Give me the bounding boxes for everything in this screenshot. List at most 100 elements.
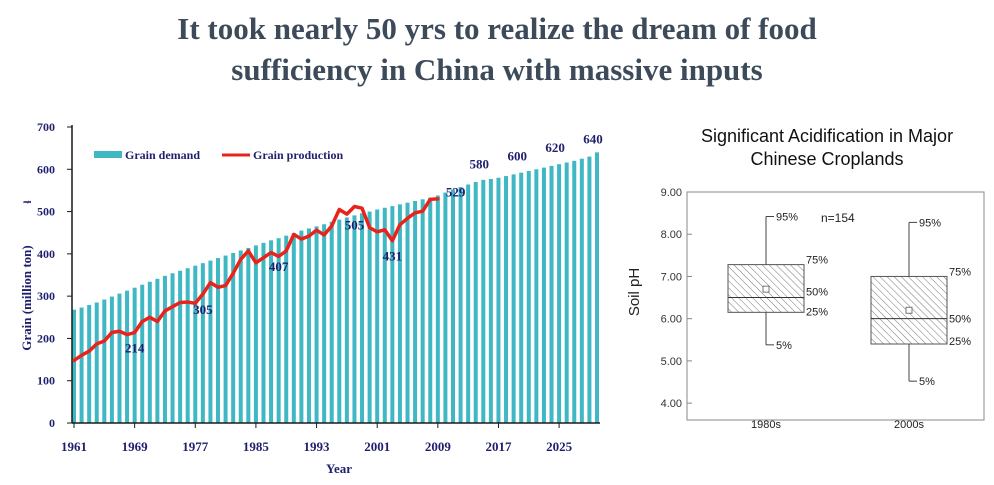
grain-production-line xyxy=(72,197,440,363)
y-tick-label: 300 xyxy=(37,289,55,303)
grain-demand-bar xyxy=(193,265,198,423)
grain-demand-bar xyxy=(488,179,493,423)
x-tick-label: 2017 xyxy=(485,439,512,454)
y-tick-label: 500 xyxy=(37,205,55,219)
grain-demand-bar xyxy=(337,219,342,423)
box-1980s: 95% 75% 50% 25% 5% xyxy=(727,211,828,352)
grain-demand-bar xyxy=(352,215,357,423)
grain-demand-bar xyxy=(102,299,107,423)
x-axis-label: Year xyxy=(326,461,352,476)
grain-chart: 0 100 200 300 400 500 600 700 1961 1969 1977 1985 19… xyxy=(19,120,603,476)
percentile-label: 50% xyxy=(806,287,828,299)
x-tick-label: 1977 xyxy=(182,439,209,454)
mean-marker xyxy=(762,285,770,293)
grain-demand-bar xyxy=(178,270,183,423)
grain-demand-bar xyxy=(269,240,274,423)
grain-demand-bar xyxy=(534,169,539,423)
grain-demand-bar xyxy=(322,224,327,423)
grain-demand-bar xyxy=(496,177,501,423)
grain-demand-bar xyxy=(246,247,251,423)
data-label: 640 xyxy=(583,131,603,146)
grain-demand-bar xyxy=(382,207,387,423)
grain-demand-bar xyxy=(397,204,402,423)
grain-demand-bar xyxy=(231,253,236,423)
grain-demand-bar xyxy=(367,211,372,423)
grain-demand-bar xyxy=(299,230,304,423)
percentile-label: 95% xyxy=(776,211,798,223)
grain-demand-bar xyxy=(329,221,334,423)
grain-demand-bar xyxy=(390,206,395,423)
x-tick-label: 1969 xyxy=(122,439,149,454)
grain-demand-bar xyxy=(291,233,296,423)
grain-demand-bar xyxy=(526,170,531,423)
legend: Grain demand Grain production xyxy=(94,148,343,162)
chart-title-line: Significant Acidification in Major xyxy=(701,126,953,146)
percentile-label: 5% xyxy=(776,340,792,352)
soil-ph-chart: Significant Acidification in Major Chines… xyxy=(626,126,985,430)
percentile-label: 75% xyxy=(806,255,828,267)
grain-demand-bar xyxy=(132,287,137,423)
grain-demand-bar xyxy=(466,184,471,423)
grain-demand-bar xyxy=(375,209,380,423)
grain-demand-bar xyxy=(261,242,266,423)
grain-demand-bar xyxy=(595,152,599,423)
grain-demand-bar xyxy=(443,192,448,423)
grain-demand-bars xyxy=(72,152,599,423)
slide-title-line-2: sufficiency in China with massive inputs xyxy=(231,52,763,87)
grain-demand-bar xyxy=(223,255,228,423)
data-label: 505 xyxy=(345,217,365,232)
grain-demand-bar xyxy=(79,307,84,423)
y-axis-label-mark: ɬ xyxy=(22,200,34,203)
x-tick-label: 2009 xyxy=(425,439,452,454)
y-tick-label: 4.00 xyxy=(661,398,682,410)
grain-demand-bar xyxy=(458,187,463,423)
y-tick-label: 6.00 xyxy=(661,314,682,326)
grain-demand-bar xyxy=(87,305,92,423)
y-tick-label: 600 xyxy=(37,162,55,176)
percentile-label: 50% xyxy=(949,314,971,326)
grain-demand-bar xyxy=(579,158,584,423)
grain-demand-bar xyxy=(450,189,455,423)
data-label: 600 xyxy=(507,148,527,163)
grain-demand-bar xyxy=(125,290,130,423)
grain-demand-bar xyxy=(413,201,418,423)
grain-demand-bar xyxy=(117,293,122,423)
grain-demand-bar xyxy=(162,275,167,423)
data-label: 407 xyxy=(269,259,289,274)
x-tick-label: 1980s xyxy=(751,419,781,430)
grain-demand-bar xyxy=(519,172,524,423)
grain-demand-bar xyxy=(428,197,433,423)
data-label: 214 xyxy=(125,341,145,356)
data-label: 529 xyxy=(446,184,466,199)
grain-demand-bar xyxy=(200,263,205,423)
grain-demand-bar xyxy=(284,235,289,423)
percentile-label: 25% xyxy=(806,306,828,318)
grain-demand-bar xyxy=(185,268,190,423)
legend-label-grain-demand: Grain demand xyxy=(125,148,200,162)
grain-demand-bar xyxy=(420,199,425,423)
y-tick-label: 400 xyxy=(37,247,55,261)
x-tick-label: 1961 xyxy=(61,439,87,454)
x-tick-label: 1993 xyxy=(304,439,331,454)
grain-demand-bar xyxy=(587,156,592,423)
grain-demand-bar xyxy=(360,213,365,423)
percentile-label: 75% xyxy=(949,266,971,278)
legend-label-grain-production: Grain production xyxy=(253,148,343,162)
x-tick-label: 1985 xyxy=(243,439,270,454)
grain-demand-bar xyxy=(155,278,160,423)
grain-demand-bar xyxy=(549,165,554,423)
data-label: 431 xyxy=(383,249,403,264)
grain-demand-bar xyxy=(473,181,478,423)
grain-demand-bar xyxy=(238,250,243,423)
grain-demand-bar xyxy=(253,245,258,423)
grain-demand-bar xyxy=(140,284,145,423)
y-tick-label: 7.00 xyxy=(661,271,682,283)
slide-title-line-1: It took nearly 50 yrs to realize the dre… xyxy=(177,11,817,46)
grain-demand-bar xyxy=(216,258,221,423)
x-tick-label: 2001 xyxy=(364,439,390,454)
grain-demand-bar xyxy=(511,174,516,423)
plot-frame xyxy=(686,191,985,421)
y-tick-label: 700 xyxy=(37,120,55,134)
data-label: 620 xyxy=(545,140,565,155)
percentile-label: 25% xyxy=(949,336,971,348)
